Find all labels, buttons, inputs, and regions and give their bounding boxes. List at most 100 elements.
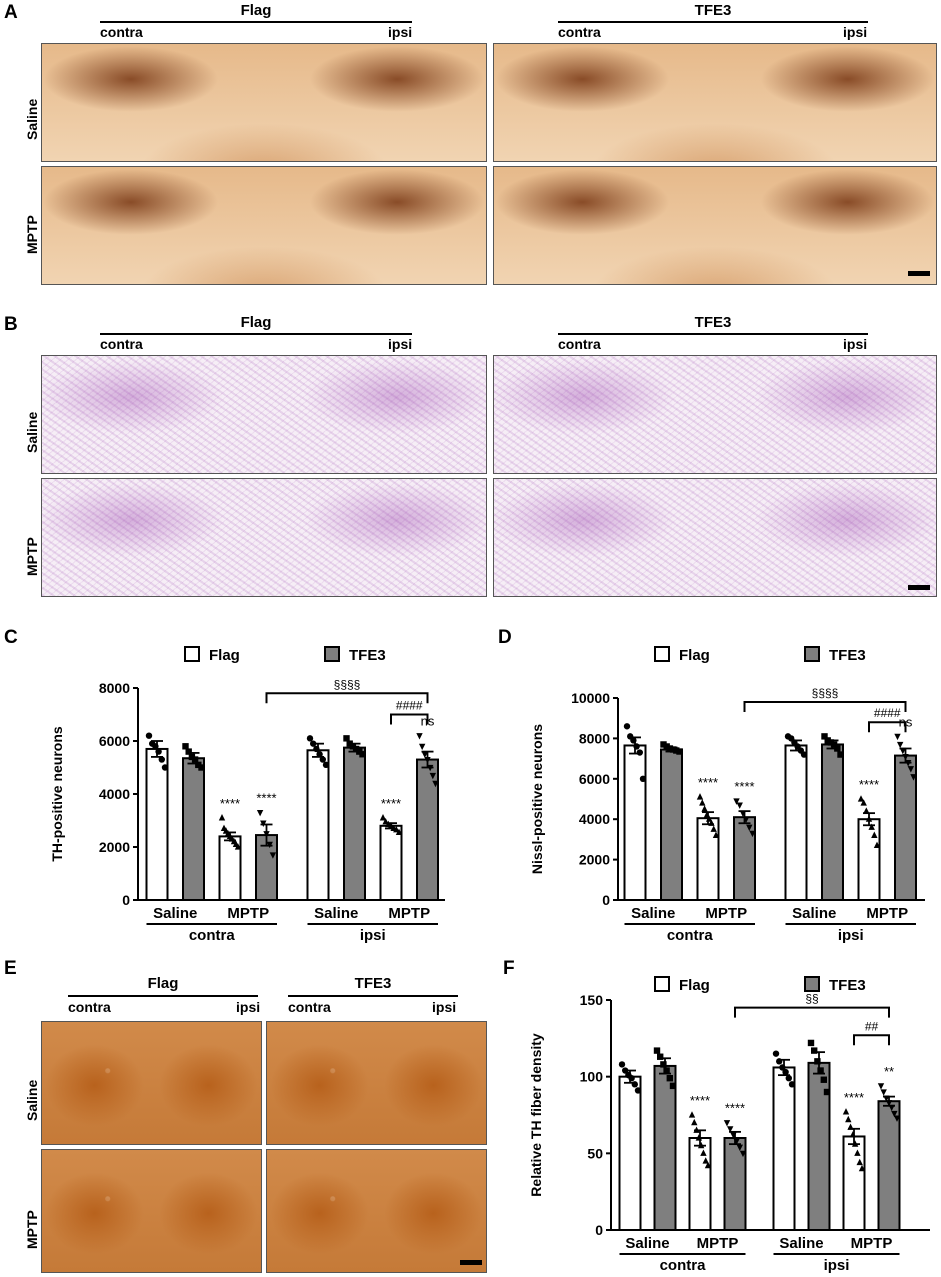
chart-c-data-point [234,843,242,850]
panel-a-contra-right: contra [558,24,601,40]
chart-d-data-point [733,798,740,805]
panel-e-ipsi-right: ipsi [432,999,457,1015]
chart-c-data-point [313,745,320,753]
panel-a-ipsi-left: ipsi [388,24,413,40]
chart-d-data-point [739,810,747,817]
chart-d-data-point [633,743,640,750]
chart-f-treatment-label: MPTP [697,1235,739,1252]
chart-d-bar [660,748,683,902]
chart-f-data-point [772,1050,780,1057]
chart-f-data-point [880,1089,887,1096]
micrograph-b-tfe3-saline [493,355,937,474]
chart-d-data-point [863,807,870,814]
chart-d-side-label: contra [667,927,714,944]
chart-f-y-tick-label: 100 [580,1069,604,1085]
chart-d-data-point [673,747,680,754]
chart-f-significance-label: **** [725,1101,745,1116]
chart-c-data-point [161,764,169,771]
chart-d-data-point [699,799,706,806]
panel-b-header-flag: Flag [240,314,272,331]
chart-c-bar [145,747,169,901]
panel-letter-d: D [498,627,512,648]
chart-c-bar [416,758,439,901]
chart-f-data-point [883,1095,890,1102]
chart-c-data-point [429,772,437,780]
micrograph-b-tfe3-mptp [493,478,937,597]
chart-c-y-tick-label: 2000 [99,839,130,855]
panel-e-header-tfe3: TFE3 [354,975,392,992]
chart-f-data-point [634,1087,642,1094]
chart-f-significance-label: **** [690,1093,710,1108]
chart-f-comparison-bracket [853,1034,890,1046]
chart-f-bar [807,1061,831,1231]
chart-c-bracket-label: #### [396,699,423,713]
chart-d-data-point [736,802,743,809]
chart-c-comparison-bracket [265,692,429,704]
chart-f-treatment-label: Saline [779,1235,823,1252]
chart-d-y-label: Nissl-positive neurons [529,724,545,874]
chart-f-bar [772,1066,796,1232]
chart-f-data-point [782,1068,789,1076]
chart-d-bar [857,818,881,901]
panel-b-row-mptp: MPTP [24,537,40,576]
chart-f-data-point [727,1126,734,1133]
panel-letter-b: B [4,314,18,335]
micrograph-a-tfe3-mptp [493,166,937,285]
chart-d-data-point [871,831,878,838]
chart-d-data-point [865,815,873,822]
panel-a-contra-left: contra [100,24,143,40]
chart-c-data-point [185,748,192,755]
micrograph-e-tfe3-saline [266,1021,487,1145]
panel-a-header-tfe3: TFE3 [694,2,732,19]
chart-d-y-tick-label: 4000 [579,811,610,827]
scale-bar-b [908,585,930,590]
chart-d-significance-label: **** [698,775,718,790]
chart-c-data-point [322,761,330,769]
panel-e-contra-left: contra [68,999,111,1015]
chart-f-data-point [669,1082,677,1090]
chart-d-legend-label-flag: Flag [679,647,710,664]
chart-f-y-tick-label: 0 [595,1222,603,1238]
chart-d-data-point [910,774,917,781]
chart-d-side-label: ipsi [838,927,864,944]
chart-f-data-point [660,1061,667,1068]
chart-d-legend-label-tfe3: TFE3 [829,647,866,664]
chart-f-data-point [849,1131,857,1138]
chart-c-significance-label: **** [381,796,401,811]
micrograph-e-flag-saline [41,1021,262,1145]
panel-letter-a: A [4,2,18,23]
chart-f-data-point [891,1110,898,1118]
chart-c-bar [182,757,205,901]
chart-c-data-point [191,756,199,763]
chart-f-data-point [691,1118,698,1126]
chart-f-data-point [858,1164,866,1172]
micrograph-b-flag-mptp [41,478,487,597]
panel-a-row-mptp: MPTP [24,215,40,254]
chart-f-y-tick-label: 50 [587,1145,603,1161]
chart-d-bracket-label: #### [874,706,901,720]
chart-f-data-point [730,1132,737,1139]
chart-c-data-point [218,814,226,821]
chart-c-bracket-label: §§§§ [334,677,361,691]
chart-f-legend-swatch-tfe3 [804,976,820,992]
chart-c-data-point [343,735,350,742]
chart-f-data-point [820,1076,827,1083]
micrograph-b-flag-saline [41,355,487,474]
chart-f-data-point [736,1144,743,1151]
chart-f-significance-label: **** [844,1090,864,1105]
chart-d-treatment-label: Saline [631,905,675,922]
chart-f-data-point [622,1067,629,1074]
chart-c-legend-label-flag: Flag [209,647,240,664]
chart-d-data-point [630,737,637,744]
panel-e-ipsi-left: ipsi [236,999,261,1015]
chart-f-data-point [695,1134,703,1141]
chart-c-bar [306,749,330,902]
chart-c-data-point [359,751,366,758]
chart-f-data-point [811,1047,818,1054]
chart-d-data-point [701,805,708,812]
chart-f-data-point [823,1088,831,1096]
chart-c-y-tick-label: 4000 [99,786,130,802]
chart-f-bar [618,1075,642,1231]
chart-c-side-label: ipsi [360,927,386,944]
chart-d-data-point [868,823,875,830]
